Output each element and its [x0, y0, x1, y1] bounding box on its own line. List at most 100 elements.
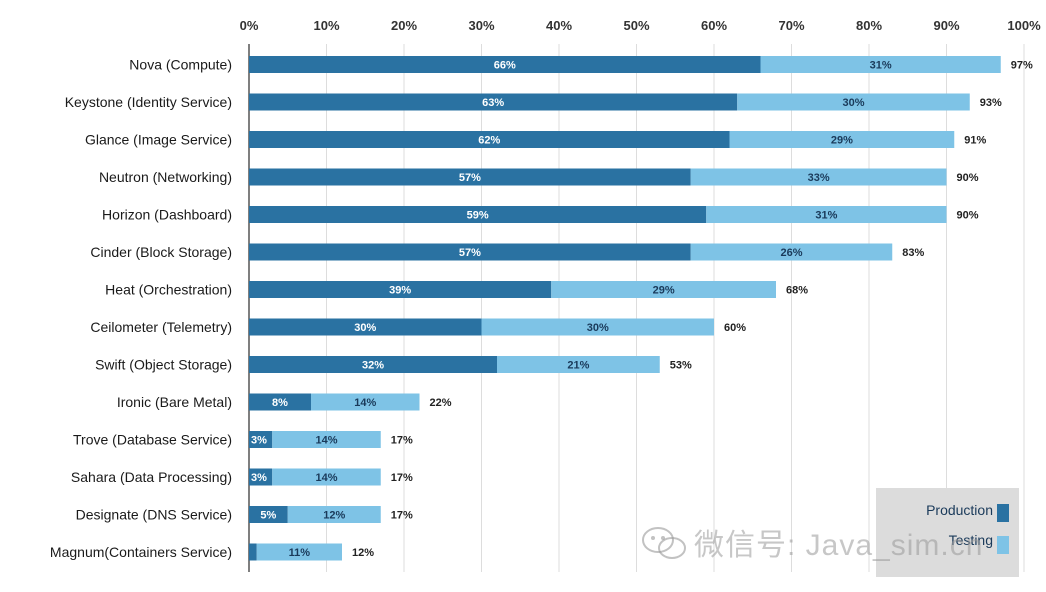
category-label: Glance (Image Service) [85, 132, 232, 148]
category-label: Heat (Orchestration) [105, 282, 232, 298]
category-label: Trove (Database Service) [73, 432, 232, 448]
total-label: 17% [391, 435, 413, 447]
data-label-production: 57% [459, 247, 481, 259]
total-label: 97% [1011, 60, 1033, 72]
bar-testing [690, 168, 947, 186]
data-label-testing: 14% [315, 435, 337, 447]
total-label: 90% [957, 172, 979, 184]
category-labels: Nova (Compute) Keystone (Identity Service… [50, 57, 232, 561]
category-label: Sahara (Data Processing) [71, 469, 232, 485]
bar-testing [256, 543, 342, 561]
watermark-text: 微信号: Java_sim.cn [694, 529, 984, 562]
category-label: Cinder (Block Storage) [90, 244, 232, 260]
category-label: Designate (DNS Service) [76, 507, 232, 523]
data-label-testing: 30% [842, 97, 864, 109]
data-label-production: 30% [354, 322, 376, 334]
bar-production [249, 393, 311, 411]
bar-production [249, 131, 730, 148]
data-label-testing: 33% [808, 172, 830, 184]
bar-production [249, 318, 482, 336]
category-label: Horizon (Dashboard) [102, 207, 232, 223]
category-label: Magnum(Containers Service) [50, 544, 232, 560]
total-label: 90% [957, 210, 979, 222]
legend-testing-label: Testing [948, 532, 993, 548]
data-label-production: 8% [272, 397, 288, 409]
data-label-testing: 29% [831, 135, 853, 147]
total-label: 53% [670, 360, 692, 372]
data-label-production: 59% [467, 210, 489, 222]
x-tick-label: 80% [856, 18, 882, 33]
category-label: Keystone (Identity Service) [65, 94, 232, 110]
x-axis-ticks: 0% 10% 20% 30% 40% 50% 60% 70% 80% 90% 100% [240, 18, 1041, 33]
bar-testing [760, 56, 1001, 73]
data-label-testing: 31% [815, 210, 837, 222]
data-label-production: 39% [389, 285, 411, 297]
x-tick-label: 60% [701, 18, 727, 33]
data-label-production: 57% [459, 172, 481, 184]
bar-testing [272, 468, 381, 486]
data-label-production: 5% [260, 510, 276, 522]
x-tick-label: 20% [391, 18, 417, 33]
bars: 66% 31% 97% 63% 30% 93% 62% 29% 91% 57% 33% 90% 59% 3… [249, 56, 1033, 561]
bar-testing [311, 393, 420, 411]
data-label-testing: 31% [870, 60, 892, 72]
data-label-testing: 26% [780, 247, 802, 259]
bar-testing [706, 206, 947, 223]
x-tick-label: 70% [778, 18, 804, 33]
x-tick-label: 10% [313, 18, 339, 33]
bar-testing [287, 506, 381, 523]
x-tick-label: 100% [1007, 18, 1041, 33]
bar-production [249, 281, 552, 298]
category-label: Swift (Object Storage) [95, 357, 232, 373]
data-label-testing: 14% [315, 472, 337, 484]
bar-testing [729, 131, 955, 148]
legend: Production Testing [876, 488, 1019, 577]
total-label: 91% [964, 135, 986, 147]
data-label-production: 32% [362, 360, 384, 372]
wechat-logo-icon [642, 527, 686, 559]
category-label: Neutron (Networking) [99, 169, 232, 185]
total-label: 83% [902, 247, 924, 259]
data-label-testing: 12% [323, 510, 345, 522]
total-label: 60% [724, 322, 746, 334]
x-tick-label: 30% [468, 18, 494, 33]
x-tick-label: 40% [546, 18, 572, 33]
data-label-production: 62% [478, 135, 500, 147]
legend-testing-swatch [997, 536, 1009, 554]
category-label: Ceilometer (Telemetry) [90, 319, 232, 335]
data-label-production: 66% [494, 60, 516, 72]
total-label: 17% [391, 510, 413, 522]
bar-production [249, 93, 738, 111]
total-label: 93% [980, 97, 1002, 109]
bar-testing [551, 281, 776, 298]
legend-production-swatch [997, 504, 1009, 522]
bar-production [249, 168, 691, 186]
bar-testing [497, 356, 660, 373]
x-tick-label: 50% [623, 18, 649, 33]
bar-production [249, 431, 273, 448]
bar-testing [481, 318, 714, 336]
bar-testing [737, 93, 970, 111]
category-label: Ironic (Bare Metal) [117, 394, 232, 410]
data-label-testing: 14% [354, 397, 376, 409]
total-label: 68% [786, 285, 808, 297]
data-label-production: 3% [251, 435, 267, 447]
x-tick-label: 90% [933, 18, 959, 33]
bar-production [249, 206, 707, 223]
legend-production-label: Production [926, 502, 993, 518]
data-label-testing: 29% [653, 285, 675, 297]
x-tick-label: 0% [240, 18, 259, 33]
data-label-testing: 30% [587, 322, 609, 334]
bar-production [249, 543, 257, 561]
category-label: Nova (Compute) [129, 57, 232, 73]
bar-testing [272, 431, 381, 448]
data-label-production: 3% [251, 472, 267, 484]
bar-production [249, 506, 288, 523]
data-label-testing: 11% [289, 547, 311, 559]
bar-production [249, 56, 761, 73]
total-label: 17% [391, 472, 413, 484]
data-label-production: 63% [482, 97, 504, 109]
data-label-testing: 21% [567, 360, 589, 372]
bar-production [249, 356, 497, 373]
